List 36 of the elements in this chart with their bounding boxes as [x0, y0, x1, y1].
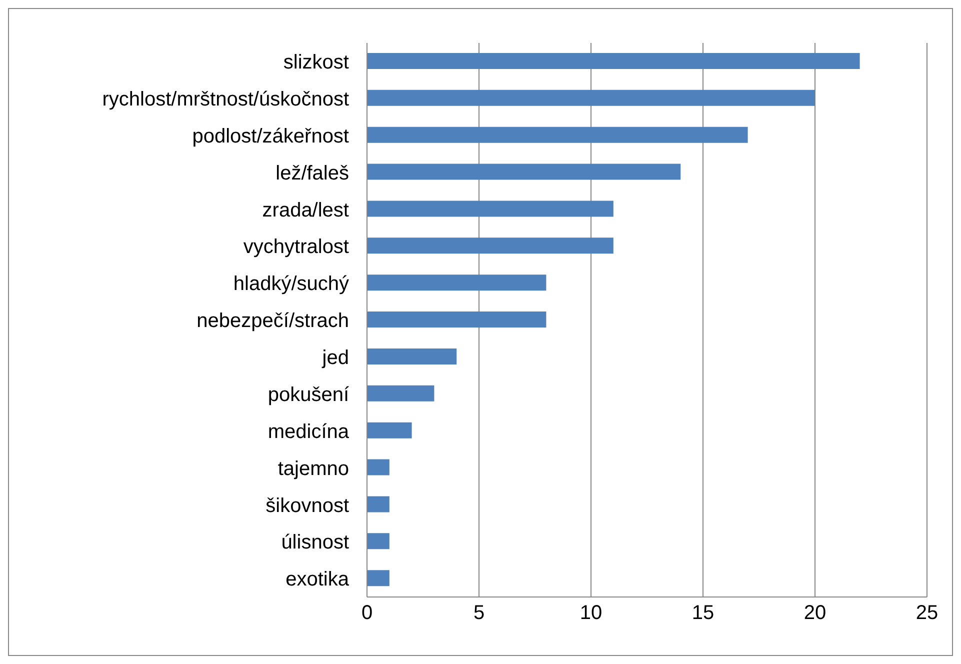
- bar: [367, 459, 390, 476]
- x-tick-label: 25: [916, 602, 938, 624]
- x-tick-label: 20: [804, 602, 826, 624]
- y-tick-label: tajemno: [278, 458, 349, 480]
- x-tick-label: 10: [580, 602, 602, 624]
- bar: [367, 422, 412, 438]
- y-tick-label: šikovnost: [266, 494, 350, 517]
- bar: [367, 90, 815, 106]
- bar: [367, 274, 546, 291]
- y-tick-label: úlisnost: [281, 532, 350, 554]
- y-tick-label: medicína: [268, 420, 350, 443]
- bar: [367, 385, 434, 402]
- x-tick-label: 15: [692, 602, 714, 624]
- y-tick-label: hladký/suchý: [233, 273, 349, 296]
- bar: [367, 164, 681, 180]
- bar: [367, 570, 390, 586]
- y-tick-label: zrada/lest: [262, 199, 350, 222]
- bar: [367, 126, 748, 143]
- y-tick-label: slizkost: [283, 52, 350, 74]
- bar: [367, 533, 390, 550]
- y-tick-label: rychlost/mrštnost/úskočnost: [102, 88, 350, 110]
- bar: [367, 496, 390, 512]
- bar: [367, 200, 614, 217]
- bar: [367, 53, 860, 69]
- x-tick-label: 0: [361, 602, 373, 624]
- bar: [367, 312, 546, 328]
- y-tick-label: nebezpečí/strach: [196, 310, 349, 332]
- bar: [367, 238, 614, 254]
- y-tick-label: jed: [321, 347, 349, 370]
- y-tick-label: exotika: [286, 568, 350, 591]
- y-tick-label: podlost/zákeřnost: [192, 125, 350, 148]
- bar: [367, 348, 457, 364]
- y-tick-label: lež/faleš: [276, 162, 349, 184]
- y-tick-label: pokušení: [268, 384, 350, 406]
- x-tick-label: 5: [473, 602, 485, 624]
- y-tick-label: vychytralost: [243, 236, 350, 258]
